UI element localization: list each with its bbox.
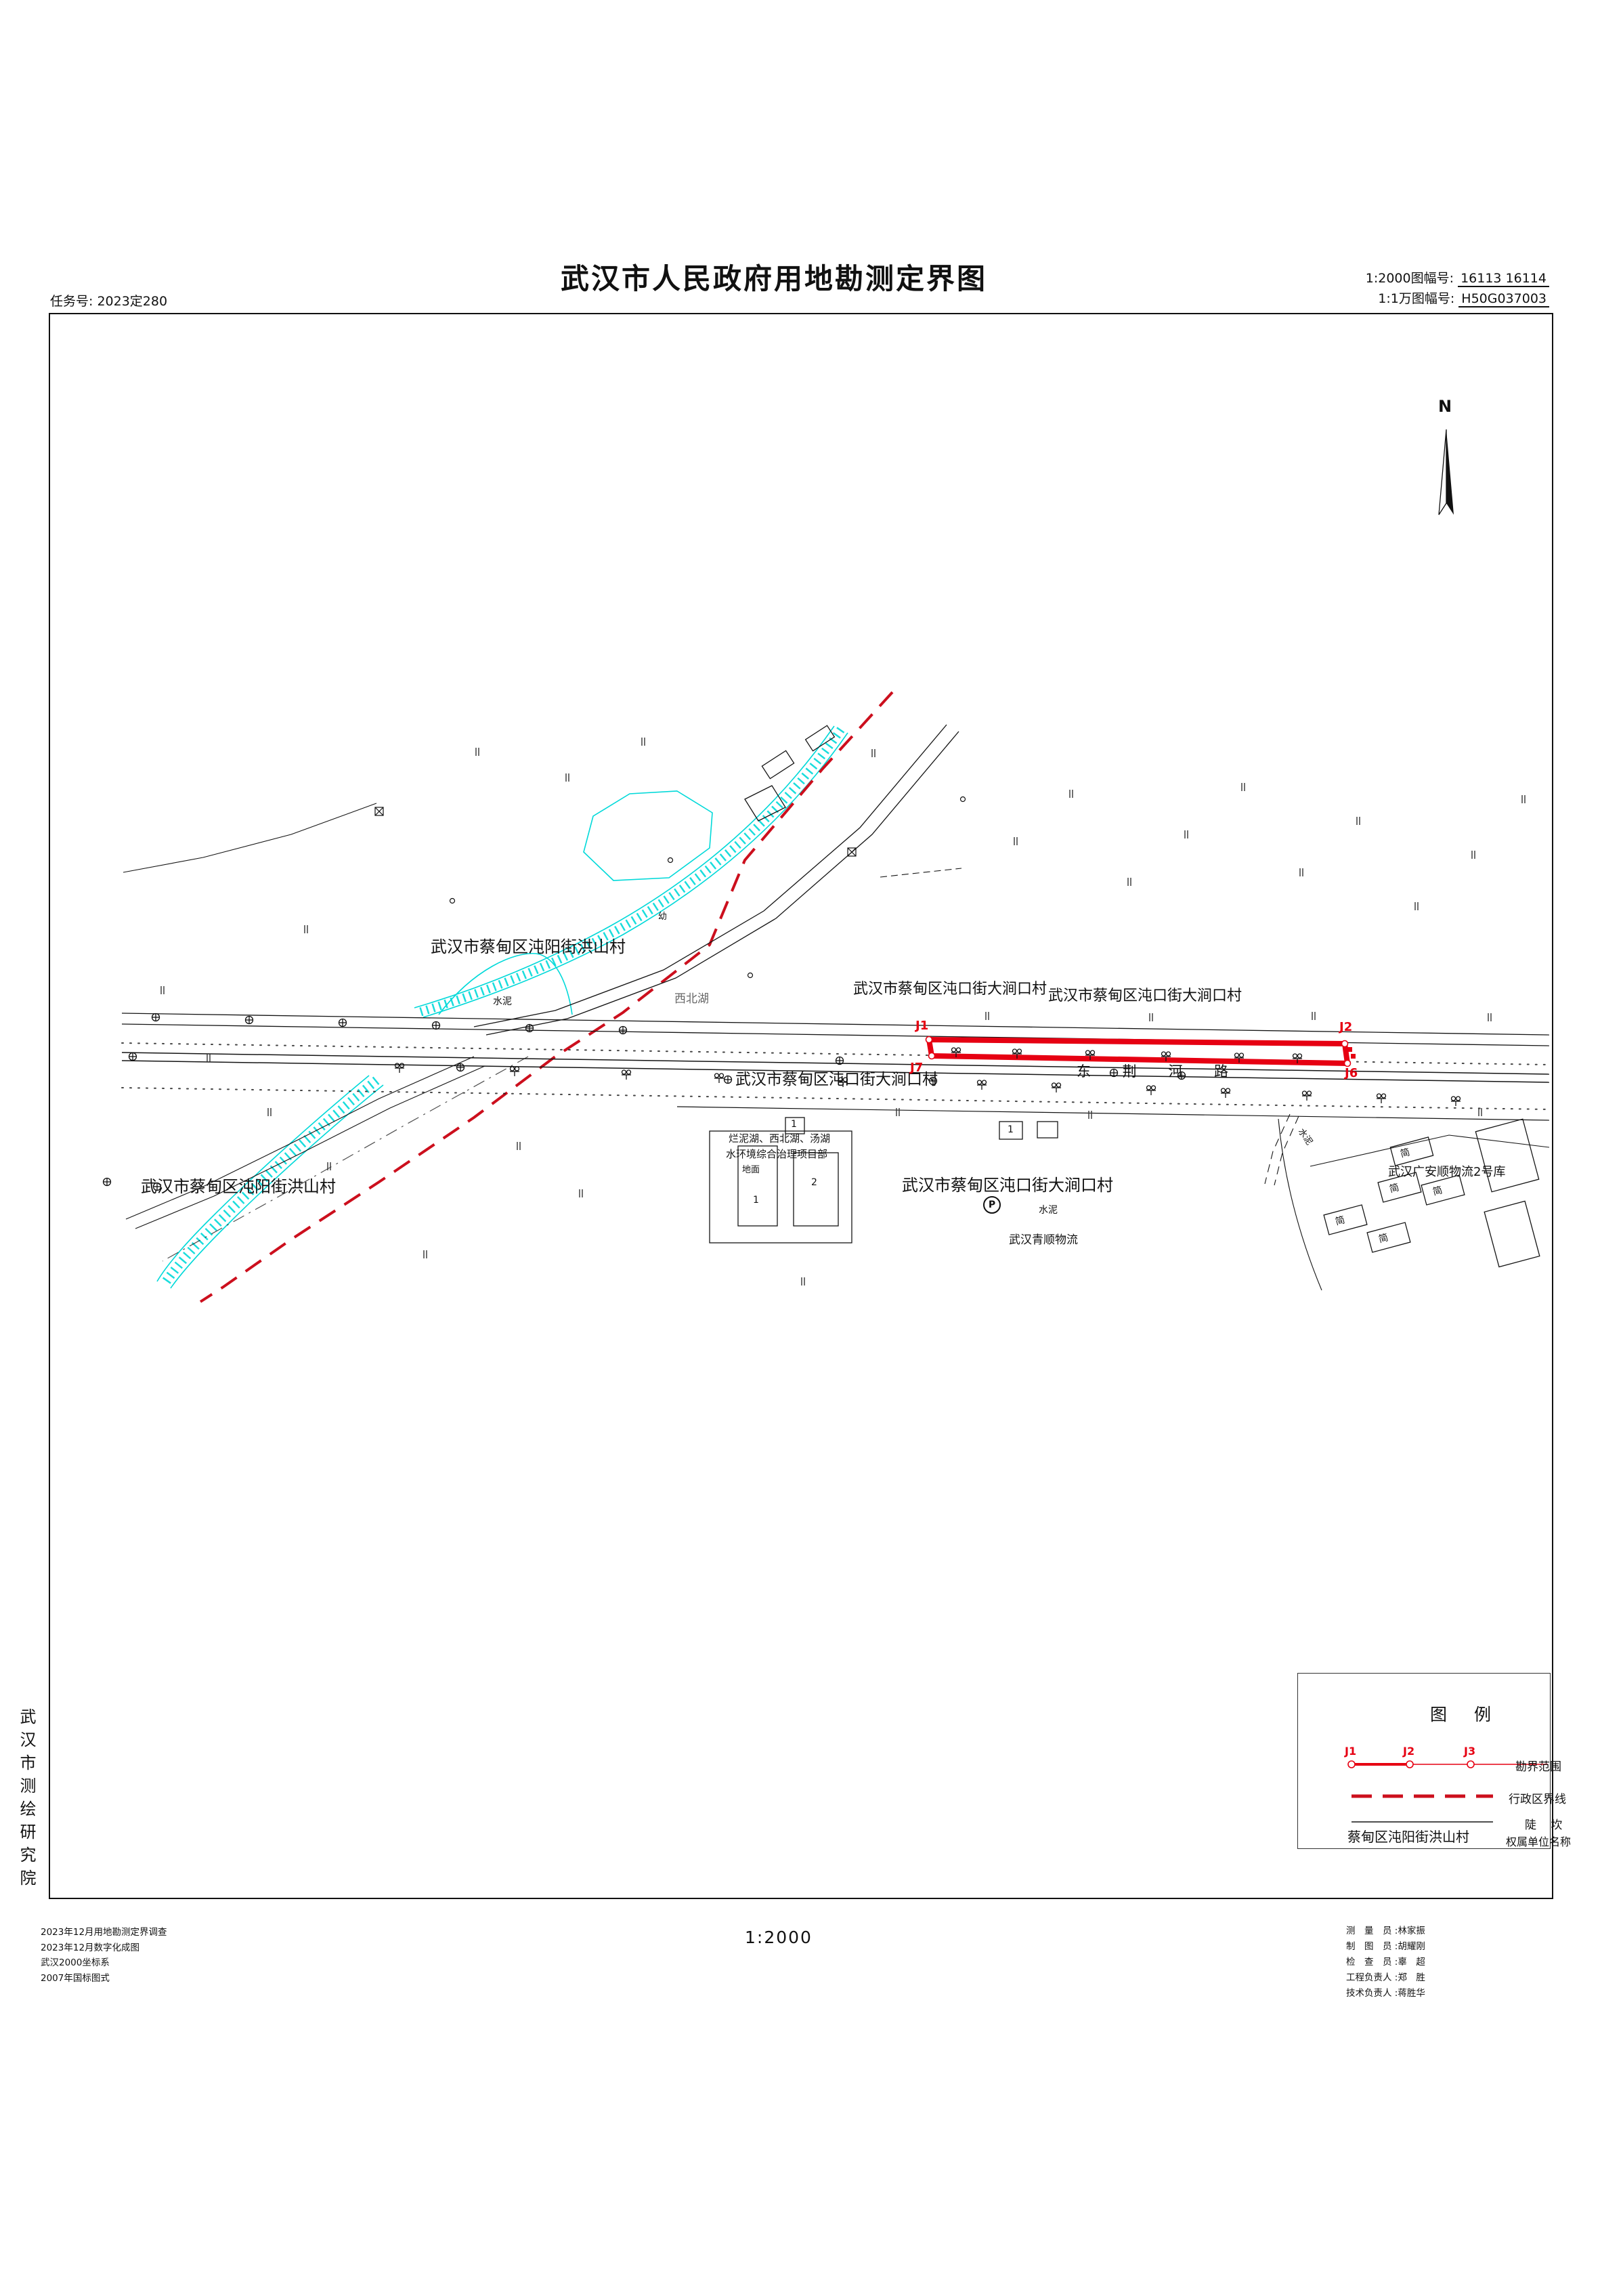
village-label-dajiankou-3: 武汉市蔡甸区沌口街大涧口村: [735, 1071, 938, 1088]
project-label-line1: 烂泥湖、西北湖、汤湖: [729, 1132, 831, 1145]
map-frame: [49, 313, 1553, 1899]
boundary-corner-j1: J1: [915, 1019, 929, 1033]
boundary-corner-j7: J7: [910, 1061, 924, 1075]
boundary-corner-j6: J6: [1345, 1066, 1358, 1080]
sheet-2000-label: 1:2000图幅号:: [1365, 271, 1454, 286]
admin-boundary-line: [199, 691, 894, 1303]
staff-technical-lead: 技术负责人 :蒋胜华: [1346, 1988, 1425, 1999]
page-title: 武汉市人民政府用地勘测定界图: [561, 262, 988, 295]
road-label-dongjinghe: 东 荆 河 路: [1077, 1063, 1242, 1080]
legend-sample-owner-name: 蔡甸区沌阳街洪山村: [1347, 1829, 1469, 1845]
company-label-qingshun: 武汉青顺物流: [1009, 1233, 1078, 1247]
legend-title: 图 例: [1430, 1705, 1502, 1724]
village-label-hongshan-bottom: 武汉市蔡甸区沌阳街洪山村: [141, 1177, 336, 1196]
sheet-10000-label: 1:1万图幅号:: [1378, 291, 1455, 306]
village-label-dajiankou-4: 武汉市蔡甸区沌口街大涧口村: [902, 1176, 1113, 1195]
kindergarten-label: 幼: [658, 912, 668, 922]
lake-label-xibeihu: 西北湖: [674, 992, 709, 1006]
road-network: [121, 724, 1550, 1262]
task-number: 任务号: 2023定280: [50, 294, 168, 309]
sheet-number-10000: 1:1万图幅号: H50G037003: [1378, 289, 1549, 307]
legend-point-j3: J3: [1464, 1745, 1476, 1758]
agency-name-vertical: 武汉市测绘研究院: [17, 1708, 36, 1892]
buildings: [709, 725, 1550, 1291]
surface-label-cement-2: 水泥: [1039, 1205, 1058, 1216]
map-notes: 2023年12月用地勘测定界调查 2023年12月数字化成图 武汉2000坐标系…: [41, 1927, 167, 1984]
legend-label-admin-boundary: 行政区界线: [1509, 1793, 1566, 1806]
ground-label: 地面: [742, 1165, 760, 1175]
building-number: 1: [753, 1195, 759, 1206]
vegetation-symbols: [160, 737, 1526, 1286]
village-label-dajiankou-2: 武汉市蔡甸区沌口街大涧口村: [1048, 987, 1242, 1004]
legend-label-scarp: 陡 坎: [1525, 1819, 1568, 1832]
village-label-dajiankou-1: 武汉市蔡甸区沌口街大涧口村: [853, 981, 1047, 998]
sheet-10000-value: H50G037003: [1458, 291, 1549, 307]
legend-graphics: [1347, 1760, 1548, 1823]
legend-point-j2: J2: [1403, 1745, 1415, 1758]
survey-boundary: [925, 1036, 1356, 1067]
legend-point-j1: J1: [1345, 1745, 1357, 1758]
staff-inspector: 检 查 员 :辜 超: [1346, 1957, 1425, 1968]
building-number: 2: [811, 1177, 817, 1188]
staff-surveyor: 测 量 员 :林家振: [1346, 1926, 1425, 1936]
parking-icon: P: [983, 1196, 1001, 1214]
building-number: 1: [791, 1119, 797, 1130]
staff-cartographer: 制 图 员 :胡耀刚: [1346, 1941, 1425, 1952]
village-label-hongshan-top: 武汉市蔡甸区沌阳街洪山村: [431, 937, 626, 956]
north-label: N: [1438, 397, 1452, 416]
building-number: 1: [1008, 1124, 1014, 1135]
company-label-guanganshun: 武汉广安顺物流2号库: [1388, 1165, 1506, 1179]
staff-project-lead: 工程负责人 :郑 胜: [1346, 1972, 1425, 1983]
boundary-corner-j2: J2: [1339, 1020, 1353, 1034]
map-scale: 1:2000: [745, 1928, 813, 1947]
north-arrow-icon: [1438, 429, 1454, 515]
legend-label-owner-name: 权属单位名称: [1506, 1835, 1572, 1848]
project-label-line2: 水环境综合治理项目部: [726, 1148, 828, 1160]
sheet-number-2000: 1:2000图幅号: 16113 16114: [1365, 268, 1549, 287]
water-features: [156, 725, 848, 1289]
staff-block: 测 量 员 :林家振 制 图 员 :胡耀刚 检 查 员 :辜 超 工程负责人 :…: [1346, 1923, 1425, 2001]
road-symbols: [102, 796, 1461, 1191]
sheet-2000-value: 16113 16114: [1458, 271, 1549, 287]
surface-label-cement-1: 水泥: [493, 996, 512, 1007]
legend-label-survey-extent: 勘界范围: [1515, 1760, 1561, 1774]
legend-box: [1297, 1673, 1551, 1849]
